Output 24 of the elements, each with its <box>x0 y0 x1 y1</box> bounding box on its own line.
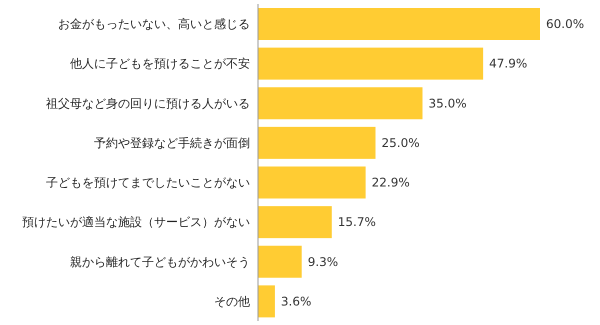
bar <box>258 246 302 278</box>
bar <box>258 87 422 120</box>
bar <box>258 166 366 198</box>
data-label: 25.0% <box>382 136 420 150</box>
data-label: 3.6% <box>280 294 312 308</box>
data-label: 60.0% <box>546 17 584 31</box>
y-tick-label: 予約や登録など手続きが面倒 <box>94 136 250 150</box>
bar <box>258 206 332 238</box>
y-tick-label: 子どもを預けてまでしたいことがない <box>46 176 250 190</box>
data-label: 22.9% <box>372 176 410 190</box>
y-tick-label: その他 <box>214 294 250 308</box>
y-tick-label: お金がもったいない、高いと感じる <box>58 17 250 32</box>
bar <box>258 285 275 318</box>
data-label: 9.3% <box>308 254 338 269</box>
y-tick-label: 預けたいが適当な施設（サービス）がない <box>22 215 250 230</box>
y-tick-label: 祖父母など身の回りに預ける人がいる <box>46 96 250 110</box>
data-label: 35.0% <box>428 96 467 110</box>
data-label: 47.9% <box>489 56 528 71</box>
y-tick-label: 親から離れて子どもがかわいそう <box>70 254 250 269</box>
bar <box>258 126 376 159</box>
data-label: 15.7% <box>338 215 376 230</box>
bar <box>258 8 540 40</box>
bar <box>258 48 484 80</box>
y-tick-label: 他人に子どもを預けることが不安 <box>70 56 250 71</box>
